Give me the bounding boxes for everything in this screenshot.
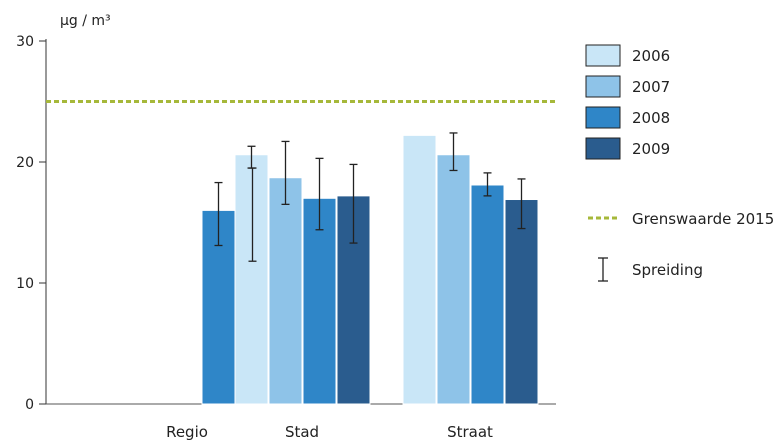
y-axis-unit: µg / m³ — [60, 13, 111, 29]
legend-label-2006: 2006 — [632, 47, 670, 65]
legend: 2006 2007 2008 2009 Grenswaarde 2015 Spreidin… — [585, 44, 774, 282]
legend-swatch-2009 — [585, 137, 621, 160]
error-bar — [247, 145, 256, 169]
legend-swatch-2007 — [585, 75, 621, 98]
error-bar — [483, 172, 492, 197]
bar-2007-straat — [436, 154, 471, 405]
y-tick-label: 0 — [25, 397, 34, 413]
labels: µg / m³ Regio Stad Straat — [60, 13, 493, 441]
category-label-stad: Stad — [285, 423, 319, 441]
y-tick-label: 20 — [16, 155, 34, 171]
legend-label-error-bar: Spreiding — [632, 261, 703, 279]
error-bars — [214, 132, 526, 262]
legend-label-reference-line: Grenswaarde 2015 — [632, 210, 774, 228]
error-bar — [449, 132, 458, 172]
bar-2009-straat — [504, 199, 539, 405]
y-tick-label: 30 — [16, 34, 34, 50]
legend-error-bar-symbol — [598, 257, 608, 282]
bar-2006-straat — [402, 134, 437, 405]
error-bar — [214, 181, 223, 247]
axes: 0 10 20 30 — [16, 34, 556, 413]
y-tick-label: 10 — [16, 276, 34, 292]
bar-2008-stad — [302, 197, 337, 405]
legend-swatch-2008 — [585, 106, 621, 129]
error-bar — [315, 157, 324, 231]
legend-swatch-2006 — [585, 44, 621, 67]
error-bar — [517, 178, 526, 230]
legend-label-2008: 2008 — [632, 109, 670, 127]
bar-2007-stad — [268, 177, 303, 405]
bar-2008-straat — [470, 184, 505, 405]
legend-label-2009: 2009 — [632, 140, 670, 158]
bar-2006-stad — [234, 154, 269, 405]
bar-2009-stad — [336, 195, 371, 405]
error-bar — [281, 140, 290, 206]
error-bar — [349, 163, 358, 244]
legend-label-2007: 2007 — [632, 78, 670, 96]
category-label-straat: Straat — [447, 423, 493, 441]
category-label-regio: Regio — [166, 423, 208, 441]
